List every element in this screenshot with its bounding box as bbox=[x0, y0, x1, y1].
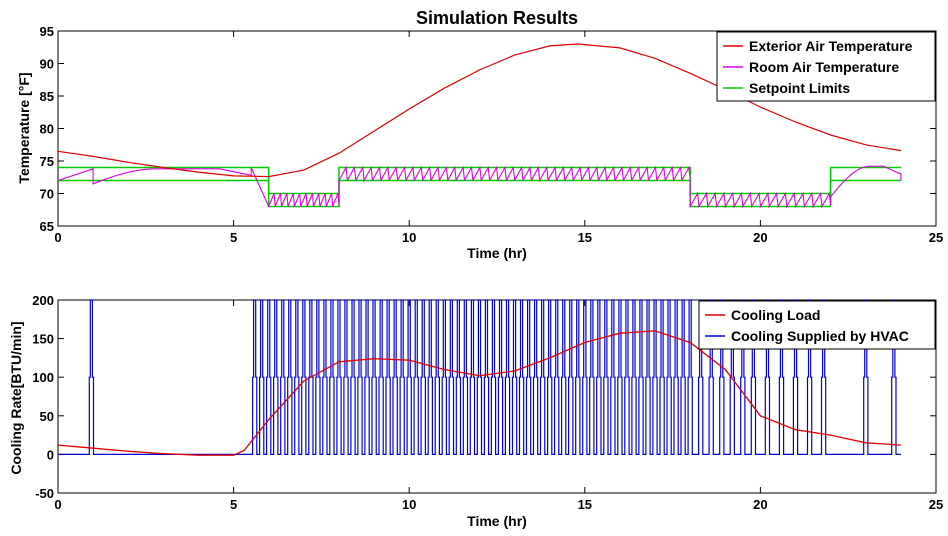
cooling-legend-label: Cooling Load bbox=[731, 307, 820, 323]
cooling-x-tick-label: 15 bbox=[578, 497, 592, 512]
cooling-supplied-hvac-line bbox=[58, 299, 901, 455]
temperature-x-tick-label: 0 bbox=[54, 230, 61, 245]
cooling-y-tick-label: 150 bbox=[32, 332, 54, 347]
cooling-x-tick-label: 20 bbox=[753, 497, 767, 512]
cooling-y-tick-label: -50 bbox=[35, 486, 54, 501]
room-air-temperature-line bbox=[57, 165, 902, 209]
temperature-x-tick-label: 10 bbox=[402, 230, 416, 245]
temperature-legend-label: Exterior Air Temperature bbox=[749, 38, 913, 54]
temperature-x-tick-label: 15 bbox=[578, 230, 592, 245]
temperature-x-tick-label: 25 bbox=[929, 230, 943, 245]
temperature-y-axis-label: Temperature [°F] bbox=[16, 72, 32, 183]
temperature-legend-label: Setpoint Limits bbox=[749, 80, 850, 96]
temperature-y-tick-label: 80 bbox=[40, 122, 54, 137]
temperature-x-tick-label: 5 bbox=[230, 230, 237, 245]
cooling-legend-label: Cooling Supplied by HVAC bbox=[731, 328, 909, 344]
cooling-legend-box bbox=[698, 300, 936, 350]
temperature-axes: 0 5 10 15 20 25 65 70 75 80 85 90 95 Time (hr) Tempe… bbox=[16, 24, 943, 261]
temperature-y-tick-label: 85 bbox=[40, 89, 54, 104]
temperature-legend-box bbox=[716, 31, 936, 102]
cooling-y-tick-label: 100 bbox=[32, 370, 54, 385]
setpoint-upper-line bbox=[58, 166, 901, 195]
temperature-x-axis-label: Time (hr) bbox=[467, 245, 527, 261]
cooling-y-tick-label: 0 bbox=[47, 447, 54, 462]
cooling-x-tick-label: 10 bbox=[402, 497, 416, 512]
exterior-air-temperature-line bbox=[57, 43, 901, 178]
cooling-y-tick-label: 50 bbox=[40, 409, 54, 424]
temperature-y-tick-label: 75 bbox=[40, 154, 54, 169]
temperature-legend: Exterior Air Temperature Room Air Tempera… bbox=[716, 31, 936, 102]
temperature-legend-label: Room Air Temperature bbox=[749, 59, 899, 75]
temperature-x-tick-label: 20 bbox=[753, 230, 767, 245]
temperature-y-tick-label: 90 bbox=[40, 57, 54, 72]
cooling-x-axis-label: Time (hr) bbox=[467, 513, 527, 529]
cooling-y-axis-label: Cooling Rate[BTU/min] bbox=[8, 321, 24, 474]
cooling-x-tick-label: 25 bbox=[929, 497, 943, 512]
cooling-x-tick-label: 0 bbox=[54, 497, 61, 512]
temperature-y-tick-label: 95 bbox=[40, 24, 54, 39]
cooling-x-tick-label: 5 bbox=[230, 497, 237, 512]
chart-title: Simulation Results bbox=[416, 8, 578, 28]
cooling-y-tick-label: 200 bbox=[32, 293, 54, 308]
temperature-y-tick-label: 65 bbox=[40, 219, 54, 234]
cooling-load-line bbox=[57, 330, 901, 456]
cooling-legend: Cooling Load Cooling Supplied by HVAC bbox=[698, 300, 936, 350]
temperature-y-tick-label: 70 bbox=[40, 187, 54, 202]
